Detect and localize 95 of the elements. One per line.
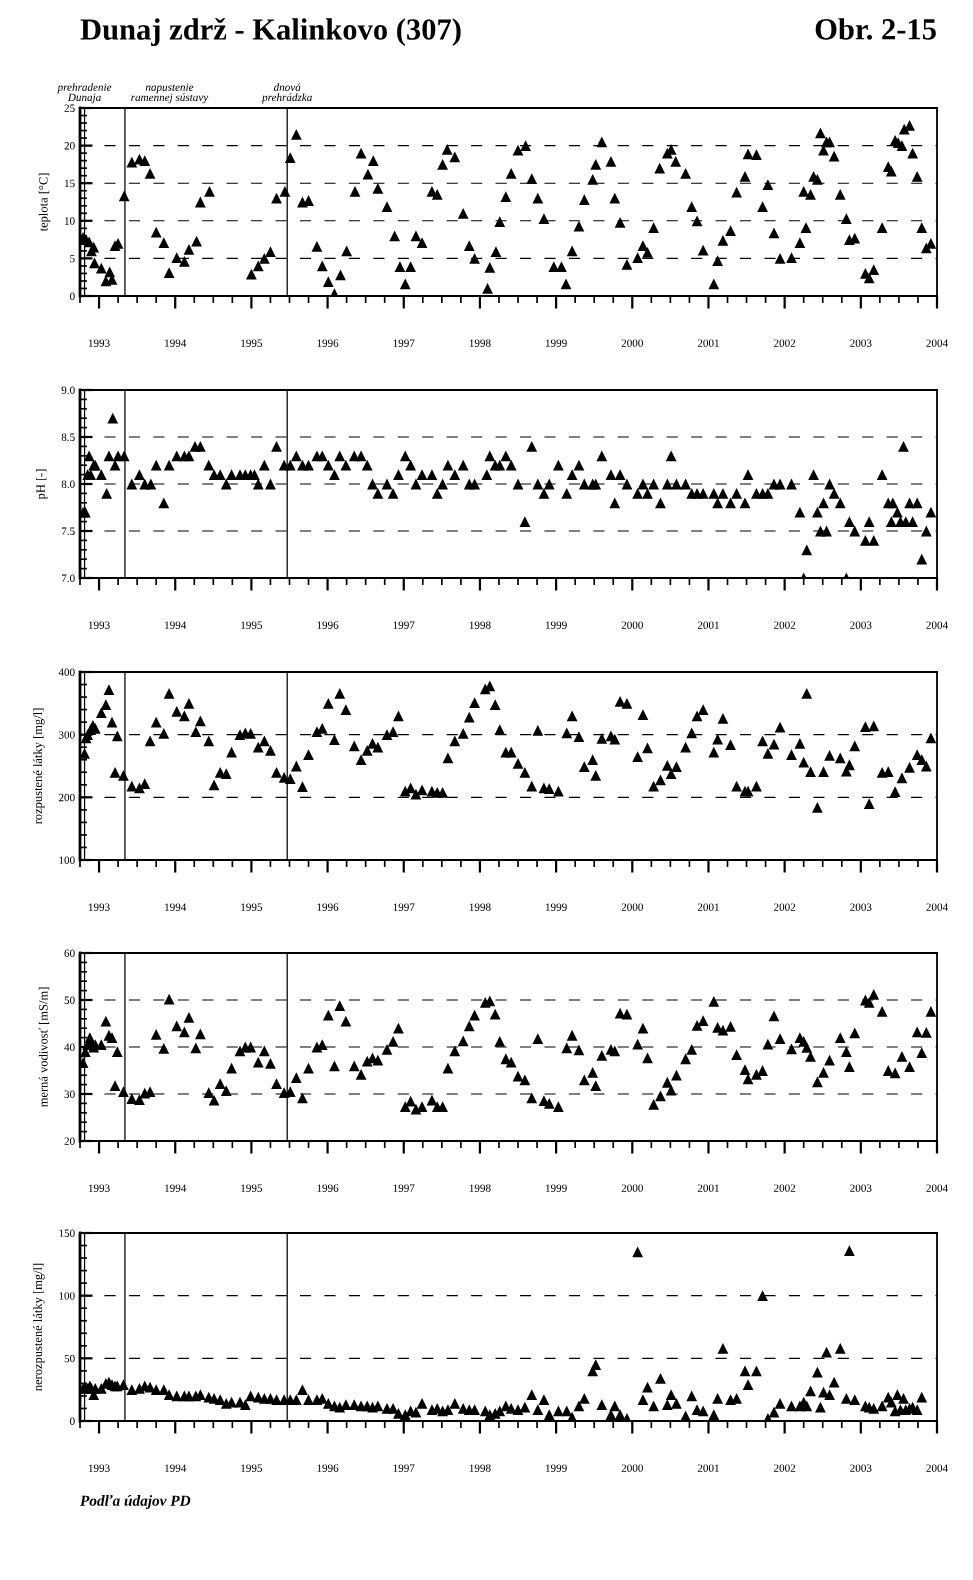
x-tick-label: 1997 bbox=[393, 339, 415, 347]
x-tick-label: 1996 bbox=[317, 1184, 339, 1192]
x-tick-label: 2002 bbox=[774, 1464, 796, 1472]
x-tick-label: 1997 bbox=[393, 1184, 415, 1192]
x-tick-label: 1999 bbox=[545, 339, 567, 347]
y-tick-label: 15 bbox=[65, 179, 75, 188]
x-tick-label: 1994 bbox=[165, 621, 187, 629]
x-tick-label: 1999 bbox=[545, 903, 567, 911]
y-tick-label: 20 bbox=[64, 1137, 75, 1145]
y-tick-label: 400 bbox=[58, 668, 75, 676]
y-tick-label: 200 bbox=[58, 793, 75, 802]
x-tick-label: 1995 bbox=[241, 621, 263, 629]
x-tick-label: 1993 bbox=[88, 1464, 110, 1472]
x-tick-label: 1995 bbox=[241, 1184, 263, 1192]
x-tick-label: 2000 bbox=[621, 339, 643, 347]
x-tick-label: 2001 bbox=[697, 903, 719, 911]
x-tick-label: 1994 bbox=[165, 903, 187, 911]
x-tick-label: 2004 bbox=[926, 1464, 948, 1472]
y-tick-label: 7.5 bbox=[61, 527, 75, 536]
x-tick-label: 2000 bbox=[621, 621, 643, 629]
x-tick-label: 2000 bbox=[621, 1184, 643, 1192]
y-tick-label: 50 bbox=[64, 996, 75, 1004]
x-tick-label: 2001 bbox=[697, 621, 719, 629]
y-tick-label: 300 bbox=[59, 731, 75, 739]
x-tick-label: 2003 bbox=[850, 621, 872, 629]
x-tick-label: 1999 bbox=[545, 621, 567, 629]
y-tick-label: 8.5 bbox=[61, 433, 75, 442]
y-axis-title: pH [-] bbox=[36, 469, 48, 500]
x-tick-label: 2003 bbox=[850, 339, 872, 347]
x-tick-label: 2001 bbox=[697, 339, 719, 347]
y-tick-label: 150 bbox=[59, 1229, 75, 1237]
x-tick-label: 2004 bbox=[926, 621, 948, 629]
ref-line-label: prehradenie Dunaja bbox=[56, 83, 112, 104]
x-tick-label: 1998 bbox=[469, 1464, 491, 1472]
text: Obr. 2-15 bbox=[815, 18, 936, 40]
x-tick-label: 1999 bbox=[545, 1464, 567, 1472]
x-tick-label: 1996 bbox=[317, 339, 339, 347]
y-axis-title: teplota [°C] bbox=[38, 173, 51, 232]
y-tick-label: 60 bbox=[64, 949, 75, 957]
y-tick-label: 9.0 bbox=[61, 386, 75, 395]
x-tick-label: 1996 bbox=[317, 903, 339, 911]
x-tick-label: 2000 bbox=[621, 903, 643, 911]
x-tick-label: 1998 bbox=[469, 339, 491, 347]
y-tick-label: 30 bbox=[64, 1090, 75, 1098]
x-tick-label: 2001 bbox=[697, 1464, 719, 1472]
ref-line-label: napustenie ramennej sústavy bbox=[131, 83, 209, 104]
x-tick-label: 2002 bbox=[774, 339, 796, 347]
y-axis-title: merná vodivosť [mS/m] bbox=[38, 987, 50, 1108]
x-tick-label: 1996 bbox=[317, 621, 339, 629]
x-tick-label: 1995 bbox=[241, 339, 263, 347]
x-tick-label: 1995 bbox=[241, 903, 263, 911]
x-tick-label: 1998 bbox=[469, 621, 491, 629]
x-tick-label: 1999 bbox=[545, 1184, 567, 1192]
text: Podľa údajov PD bbox=[79, 1495, 191, 1509]
x-tick-label: 2002 bbox=[774, 1184, 796, 1192]
y-tick-label: 50 bbox=[64, 1354, 75, 1363]
x-tick-label: 2003 bbox=[850, 903, 872, 911]
x-tick-label: 1995 bbox=[241, 1464, 263, 1472]
ref-line-label: dnová prehrádzka bbox=[261, 83, 312, 104]
x-tick-label: 2003 bbox=[850, 1184, 872, 1192]
x-tick-label: 1997 bbox=[393, 903, 415, 911]
x-tick-label: 1994 bbox=[165, 339, 187, 347]
y-tick-label: 0 bbox=[70, 1417, 75, 1425]
y-tick-label: 20 bbox=[64, 142, 75, 150]
y-tick-label: 40 bbox=[64, 1043, 75, 1051]
x-tick-label: 2004 bbox=[926, 339, 948, 347]
chart-title: Dunaj zdrž - Kalinkovo (307) bbox=[80, 17, 461, 47]
x-tick-label: 2003 bbox=[850, 1464, 872, 1472]
y-axis-title: nerozpustené látky [mg/l] bbox=[33, 1263, 45, 1391]
x-tick-label: 1993 bbox=[88, 621, 110, 629]
x-tick-label: 1997 bbox=[393, 1464, 415, 1472]
y-tick-label: 8.0 bbox=[61, 480, 75, 489]
x-tick-label: 2000 bbox=[621, 1464, 643, 1472]
x-tick-label: 1994 bbox=[165, 1464, 187, 1472]
x-tick-label: 2002 bbox=[774, 621, 796, 629]
y-axis-title: rozpustené látky [mg/l] bbox=[33, 708, 45, 825]
x-tick-label: 1997 bbox=[393, 621, 415, 629]
y-tick-label: 100 bbox=[59, 856, 75, 864]
x-tick-label: 2002 bbox=[774, 903, 796, 911]
y-tick-label: 100 bbox=[59, 1292, 75, 1300]
x-tick-label: 1996 bbox=[317, 1464, 339, 1472]
x-tick-label: 1993 bbox=[88, 903, 110, 911]
x-tick-label: 2004 bbox=[926, 903, 948, 911]
x-tick-label: 1994 bbox=[165, 1184, 187, 1192]
x-tick-label: 2004 bbox=[926, 1184, 948, 1192]
x-tick-label: 1998 bbox=[469, 903, 491, 911]
y-tick-label: 0 bbox=[70, 292, 75, 300]
x-tick-label: 1993 bbox=[88, 1184, 110, 1192]
x-tick-label: 1993 bbox=[88, 339, 110, 347]
y-tick-label: 25 bbox=[64, 104, 75, 112]
y-tick-label: 5 bbox=[70, 254, 75, 263]
x-tick-label: 1998 bbox=[469, 1184, 491, 1192]
x-tick-label: 2001 bbox=[697, 1184, 719, 1192]
y-tick-label: 7.0 bbox=[61, 574, 75, 583]
y-tick-label: 10 bbox=[65, 217, 75, 225]
